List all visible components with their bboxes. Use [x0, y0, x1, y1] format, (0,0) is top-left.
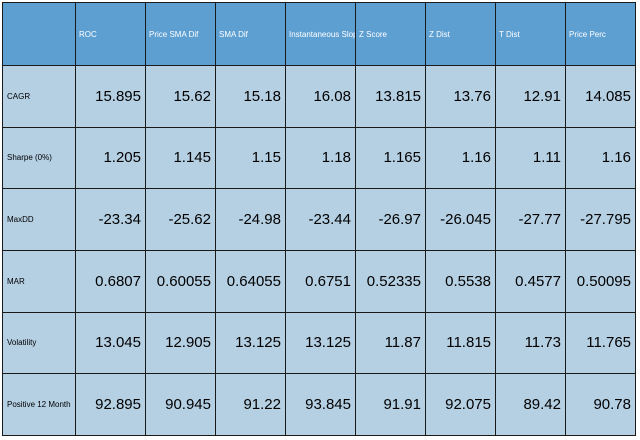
- table-cell: -26.97: [355, 188, 426, 251]
- row-label: Positive 12 Month: [2, 373, 76, 436]
- table-cell: 0.4577: [495, 249, 566, 313]
- table-cell: 13.815: [355, 65, 426, 128]
- row-label: CAGR: [2, 65, 76, 128]
- table-cell: 1.16: [425, 126, 496, 190]
- table-cell: 91.22: [215, 373, 286, 436]
- table-cell: 11.765: [565, 311, 636, 375]
- table-cell: -23.34: [75, 188, 146, 251]
- table-cell: 13.125: [215, 311, 286, 375]
- column-header-instantaneous-slope: Instantaneous Slope: [285, 2, 356, 66]
- table-row-maxdd: MaxDD -23.34 -25.62 -24.98 -23.44 -26.97…: [2, 188, 636, 251]
- table-row-cagr: CAGR 15.895 15.62 15.18 16.08 13.815 13.…: [2, 65, 636, 128]
- table-cell: 0.60055: [145, 249, 216, 313]
- table-cell: 0.50095: [565, 249, 636, 313]
- table-cell: 15.895: [75, 65, 146, 128]
- table-cell: 0.6807: [75, 249, 146, 313]
- row-label: Volatility: [2, 311, 76, 375]
- table-cell: 11.815: [425, 311, 496, 375]
- table-cell: 16.08: [285, 65, 356, 128]
- table-cell: 0.64055: [215, 249, 286, 313]
- table-cell: 1.145: [145, 126, 216, 190]
- table-cell: 14.085: [565, 65, 636, 128]
- table-cell: 11.73: [495, 311, 566, 375]
- table-cell: 0.5538: [425, 249, 496, 313]
- table-cell: 1.165: [355, 126, 426, 190]
- column-header-z-dist: Z Dist: [425, 2, 496, 66]
- table-cell: 0.52335: [355, 249, 426, 313]
- row-label: MaxDD: [2, 188, 76, 251]
- table-cell: 1.16: [565, 126, 636, 190]
- table-cell: 1.11: [495, 126, 566, 190]
- table-cell: 90.78: [565, 373, 636, 436]
- table-cell: 13.125: [285, 311, 356, 375]
- header-row: ROC Price SMA Dif SMA Dif Instantaneous …: [2, 2, 636, 66]
- table-cell: 92.895: [75, 373, 146, 436]
- column-header-t-dist: T Dist: [495, 2, 566, 66]
- table-cell: -26.045: [425, 188, 496, 251]
- table-cell: 11.87: [355, 311, 426, 375]
- table-cell: 89.42: [495, 373, 566, 436]
- column-header-roc: ROC: [75, 2, 146, 66]
- table-cell: 92.075: [425, 373, 496, 436]
- table-cell: 1.18: [285, 126, 356, 190]
- table-cell: 13.045: [75, 311, 146, 375]
- table-row-positive-12-month: Positive 12 Month 92.895 90.945 91.22 93…: [2, 373, 636, 436]
- table-cell: -27.77: [495, 188, 566, 251]
- table-cell: -23.44: [285, 188, 356, 251]
- table-row-mar: MAR 0.6807 0.60055 0.64055 0.6751 0.5233…: [2, 249, 636, 313]
- table-cell: 93.845: [285, 373, 356, 436]
- row-label: MAR: [2, 249, 76, 313]
- column-header-sma-dif: SMA Dif: [215, 2, 286, 66]
- table-cell: 12.905: [145, 311, 216, 375]
- table-cell: 0.6751: [285, 249, 356, 313]
- table-cell: 1.205: [75, 126, 146, 190]
- corner-cell: [2, 2, 76, 66]
- table-cell: -25.62: [145, 188, 216, 251]
- table-cell: 12.91: [495, 65, 566, 128]
- table-cell: 90.945: [145, 373, 216, 436]
- results-table: ROC Price SMA Dif SMA Dif Instantaneous …: [2, 2, 636, 436]
- table-cell: 91.91: [355, 373, 426, 436]
- table-cell: -27.795: [565, 188, 636, 251]
- table-row-volatility: Volatility 13.045 12.905 13.125 13.125 1…: [2, 311, 636, 375]
- table-cell: -24.98: [215, 188, 286, 251]
- table-cell: 15.18: [215, 65, 286, 128]
- column-header-price-sma-dif: Price SMA Dif: [145, 2, 216, 66]
- column-header-z-score: Z Score: [355, 2, 426, 66]
- column-header-price-perc: Price Perc: [565, 2, 636, 66]
- table-row-sharpe: Sharpe (0%) 1.205 1.145 1.15 1.18 1.165 …: [2, 126, 636, 190]
- table-cell: 1.15: [215, 126, 286, 190]
- row-label: Sharpe (0%): [2, 126, 76, 190]
- table-cell: 15.62: [145, 65, 216, 128]
- table-cell: 13.76: [425, 65, 496, 128]
